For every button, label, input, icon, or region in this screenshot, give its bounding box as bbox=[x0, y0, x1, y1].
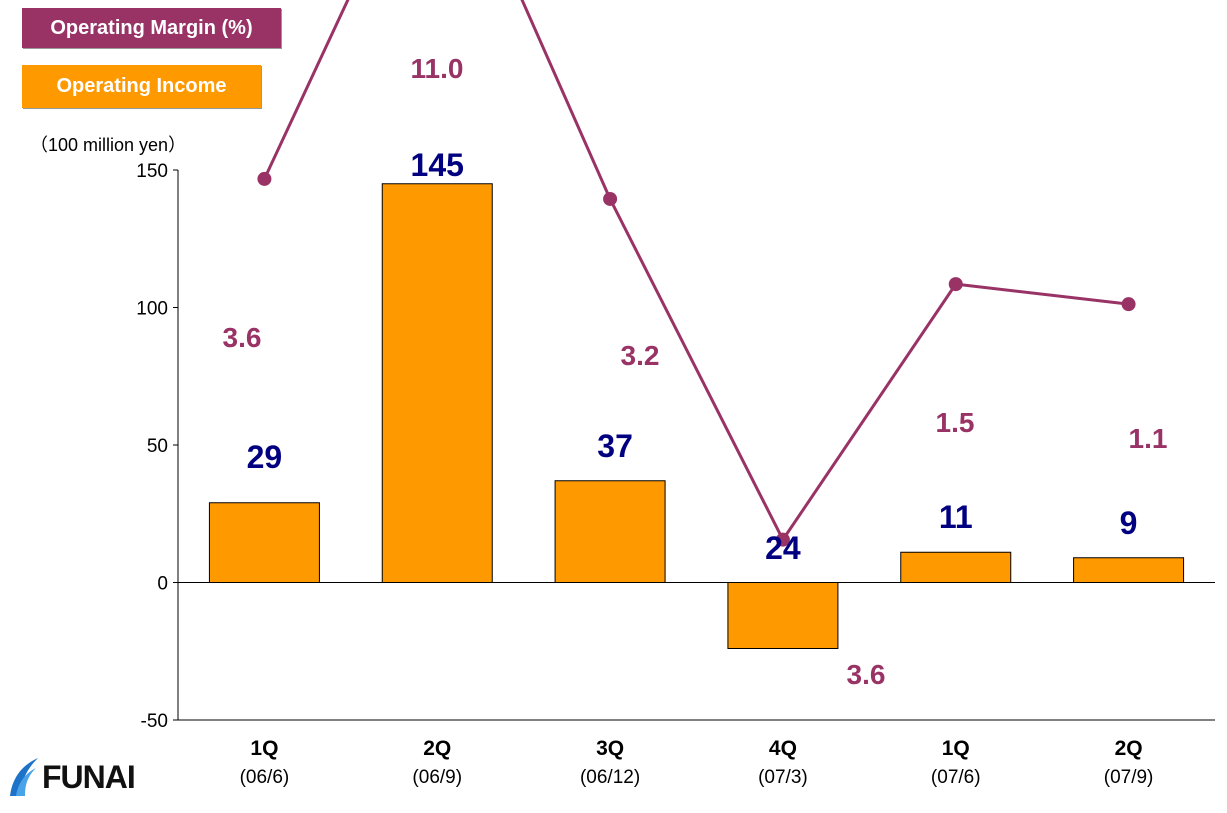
legend-operating-income: Operating Income bbox=[22, 65, 261, 108]
axes: 150 100 50 0 -50 1Q (06/6) 2Q (06/9) 3Q (06/12) 4Q (… bbox=[136, 161, 1215, 788]
logo-text: FUNAI bbox=[42, 758, 136, 795]
funai-swoosh-icon bbox=[10, 758, 38, 796]
margin-point-label: 3.6 bbox=[847, 659, 886, 690]
margin-point bbox=[603, 191, 618, 206]
margin-line bbox=[263, 0, 1129, 543]
margin-point-label: 11.0 bbox=[411, 53, 464, 84]
margin-point bbox=[775, 532, 790, 547]
x-tick-sublabel: (07/9) bbox=[1104, 767, 1154, 788]
y-tick-label: 150 bbox=[136, 161, 168, 182]
income-bar bbox=[381, 183, 493, 583]
y-tick-label: -50 bbox=[141, 711, 168, 732]
margin-point bbox=[948, 277, 963, 292]
bar-series bbox=[208, 183, 1185, 649]
income-bar-label: 145 bbox=[411, 147, 464, 183]
margin-point bbox=[1121, 297, 1136, 312]
income-bar bbox=[554, 480, 666, 583]
x-tick-label: 1Q bbox=[942, 737, 970, 760]
margin-point-label: 3.2 bbox=[621, 340, 660, 371]
x-tick-label: 2Q bbox=[1115, 737, 1143, 760]
x-tick-label: 2Q bbox=[423, 737, 451, 760]
income-bar-label: 11 bbox=[939, 499, 973, 535]
unit-label: （100 million yen） bbox=[30, 135, 187, 155]
legend-operating-margin-label: Operating Margin (%) bbox=[50, 16, 253, 39]
income-bar bbox=[1073, 557, 1185, 583]
x-tick-sublabel: (06/12) bbox=[580, 767, 640, 788]
x-tick-label: 4Q bbox=[769, 737, 797, 760]
legend-operating-income-label: Operating Income bbox=[56, 75, 227, 97]
income-bar bbox=[208, 502, 320, 583]
income-bar-label: 29 bbox=[247, 439, 283, 475]
y-tick-label: 0 bbox=[157, 574, 168, 595]
margin-point-label: 1.1 bbox=[1129, 423, 1168, 454]
x-tick-label: 3Q bbox=[596, 737, 624, 760]
x-tick-sublabel: (07/6) bbox=[931, 767, 981, 788]
margin-point-label: 3.6 bbox=[223, 322, 262, 353]
income-bar-label: 37 bbox=[597, 428, 633, 464]
y-tick-label: 100 bbox=[136, 299, 168, 320]
income-bar-label: 24 bbox=[765, 530, 801, 566]
legend-operating-margin: Operating Margin (%) bbox=[22, 8, 281, 48]
x-tick-sublabel: (07/3) bbox=[758, 767, 808, 788]
data-labels: 29 145 37 24 11 9 3.6 11.0 3.2 3.6 1.5 1.1 bbox=[223, 53, 1168, 690]
line-series bbox=[257, 0, 1136, 547]
income-bar bbox=[727, 582, 839, 649]
funai-logo: FUNAI bbox=[6, 752, 136, 802]
x-tick-sublabel: (06/6) bbox=[240, 767, 290, 788]
margin-point bbox=[257, 171, 272, 186]
y-tick-label: 50 bbox=[147, 436, 168, 457]
x-tick-label: 1Q bbox=[250, 737, 278, 760]
income-bar bbox=[900, 551, 1012, 583]
x-tick-sublabel: (06/9) bbox=[412, 767, 462, 788]
margin-point-label: 1.5 bbox=[936, 407, 975, 438]
income-bar-label: 9 bbox=[1120, 505, 1138, 541]
